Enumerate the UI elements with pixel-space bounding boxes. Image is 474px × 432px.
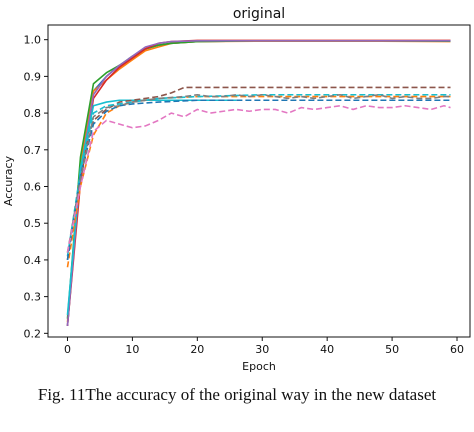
figure-caption: Fig. 11The accuracy of the original way … (37, 385, 437, 404)
y-axis-ticks: 0.2 0.3 0.4 0.5 0.6 0.7 0.8 0.9 1.0 (24, 34, 48, 340)
series-line-5 (66, 39, 451, 327)
y-tick-label: 1.0 (24, 34, 42, 47)
series-line-3 (66, 39, 451, 319)
series-line-9 (66, 93, 451, 257)
y-tick-label: 0.7 (24, 144, 42, 157)
x-tick-label: 0 (64, 343, 71, 356)
series-line-10 (66, 99, 451, 261)
axes-frame (47, 24, 471, 338)
series-line-11 (66, 93, 451, 253)
x-tick-label: 20 (190, 343, 204, 356)
series-line-4 (66, 39, 451, 327)
y-tick-label: 0.8 (24, 107, 42, 120)
series-line-1 (66, 39, 451, 327)
series-line-8 (66, 95, 451, 268)
y-axis-label: Accuracy (2, 155, 15, 206)
accuracy-chart: original 0 10 20 30 40 50 60 0.20.30.40.50.60.… (2, 6, 471, 373)
series-line-2 (66, 40, 451, 323)
plot-area (66, 39, 451, 327)
series-line-12 (66, 104, 451, 253)
x-tick-label: 50 (385, 343, 399, 356)
x-tick-label: 40 (320, 343, 334, 356)
series-line-7 (66, 86, 451, 261)
x-axis-ticks: 0 10 20 30 40 50 60 (64, 337, 464, 356)
y-tick-label: 0.3 (24, 291, 42, 304)
chart-title: original (233, 6, 285, 22)
y-tick-label: 0.6 (24, 181, 42, 194)
y-tick-label: 0.9 (24, 70, 42, 83)
x-tick-label: 30 (255, 343, 269, 356)
y-tick-label: 0.2 (24, 327, 42, 340)
x-axis-label: Epoch (242, 360, 276, 373)
x-tick-label: 10 (125, 343, 139, 356)
y-tick-label: 0.4 (24, 254, 42, 267)
x-tick-label: 60 (450, 343, 464, 356)
y-tick-label: 0.5 (24, 217, 42, 230)
